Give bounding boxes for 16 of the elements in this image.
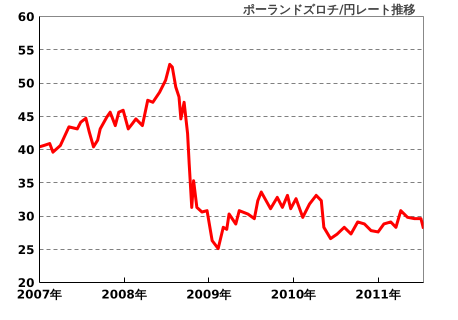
y-tick-label: 55 xyxy=(18,43,35,58)
y-tick-label: 45 xyxy=(18,110,35,124)
x-tick-label: 2008年 xyxy=(101,288,147,302)
y-tick-label: 50 xyxy=(18,76,35,90)
y-tick-label: 30 xyxy=(18,210,35,224)
x-tick-label: 2010年 xyxy=(270,288,316,302)
line-series xyxy=(40,62,424,250)
y-tick-label: 35 xyxy=(18,176,35,190)
y-tick-label: 25 xyxy=(18,242,35,257)
y-tick-label: 40 xyxy=(18,143,35,157)
chart-title: ポーランドズロチ/円レート推移 xyxy=(242,2,416,16)
x-tick-label: 2009年 xyxy=(186,288,232,302)
x-tick-label: 2011年 xyxy=(355,288,401,302)
y-tick-label: 20 xyxy=(18,276,35,290)
x-tick-label: 2007年 xyxy=(16,288,62,302)
y-tick-label: 60 xyxy=(18,10,35,24)
